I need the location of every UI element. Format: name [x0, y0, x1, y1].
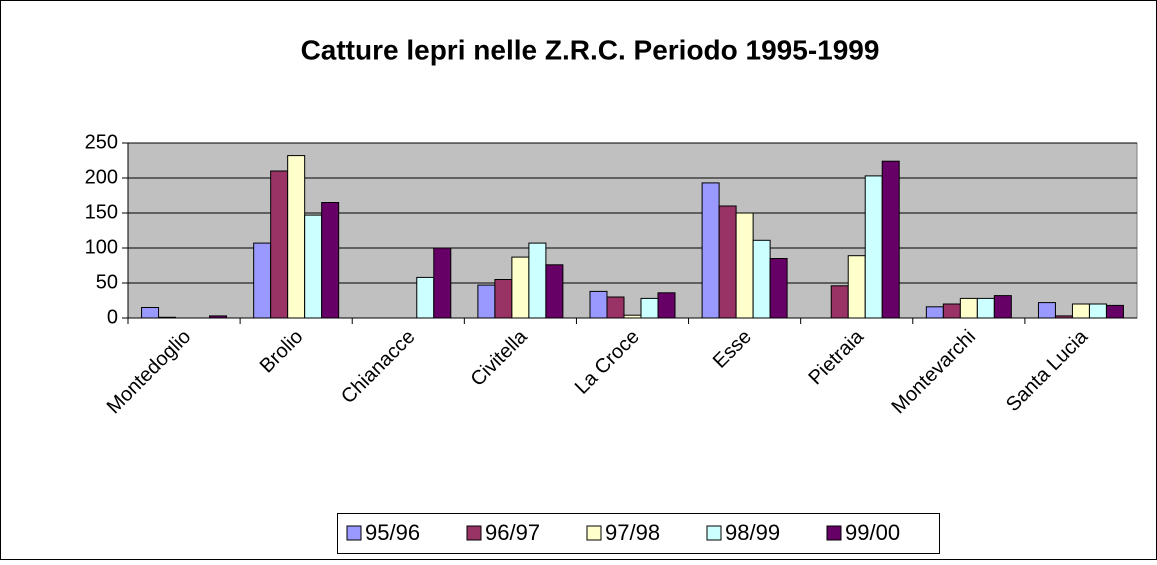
y-tick-label: 0: [107, 306, 118, 328]
y-tick-label: 150: [85, 201, 118, 223]
legend-swatch: [586, 525, 602, 541]
legend-swatch: [706, 525, 722, 541]
bar: [158, 316, 177, 319]
bar: [735, 212, 754, 319]
y-tick-label: 200: [85, 166, 118, 188]
bar: [993, 295, 1012, 319]
y-tick-label: 50: [96, 271, 118, 293]
bar: [1037, 302, 1056, 319]
legend-swatch: [826, 525, 842, 541]
bar: [528, 242, 547, 319]
bar: [752, 239, 771, 319]
legend-label: 95/96: [365, 520, 420, 545]
y-tick-label: 250: [85, 131, 118, 153]
legend-label: 96/97: [485, 520, 540, 545]
chart-title: Catture lepri nelle Z.R.C. Periodo 1995-…: [301, 34, 880, 65]
y-tick-label: 100: [85, 236, 118, 258]
bar: [959, 297, 978, 319]
legend-label: 98/99: [725, 520, 780, 545]
bar: [623, 314, 642, 319]
bar: [511, 256, 530, 319]
bar: [253, 242, 272, 319]
bar: [141, 307, 160, 319]
legend-swatch: [466, 525, 482, 541]
bar: [657, 292, 676, 319]
bar: [847, 255, 866, 319]
bar: [270, 170, 289, 319]
bar: [606, 296, 625, 319]
bar: [640, 297, 659, 319]
bar: [209, 315, 228, 319]
bar: [287, 155, 306, 319]
bar: [494, 279, 513, 319]
bar: [976, 297, 995, 319]
bar: [1054, 315, 1073, 319]
legend-label: 99/00: [845, 520, 900, 545]
legend-label: 97/98: [605, 520, 660, 545]
bar: [477, 284, 496, 319]
bar: [1071, 303, 1090, 319]
bar: [864, 175, 883, 319]
bar: [881, 160, 900, 319]
bar: [433, 247, 452, 319]
bar: [589, 290, 608, 319]
bar: [304, 214, 323, 319]
bar: [769, 258, 788, 319]
bar: [321, 202, 340, 319]
bar: [1088, 303, 1107, 319]
bar: [545, 264, 564, 319]
bar: [718, 205, 737, 319]
bar: [1105, 304, 1124, 319]
bar: [416, 276, 435, 319]
bar: [830, 285, 849, 319]
legend-swatch: [346, 525, 362, 541]
bar: [942, 303, 961, 319]
bar: [925, 306, 944, 319]
bar: [701, 182, 720, 319]
